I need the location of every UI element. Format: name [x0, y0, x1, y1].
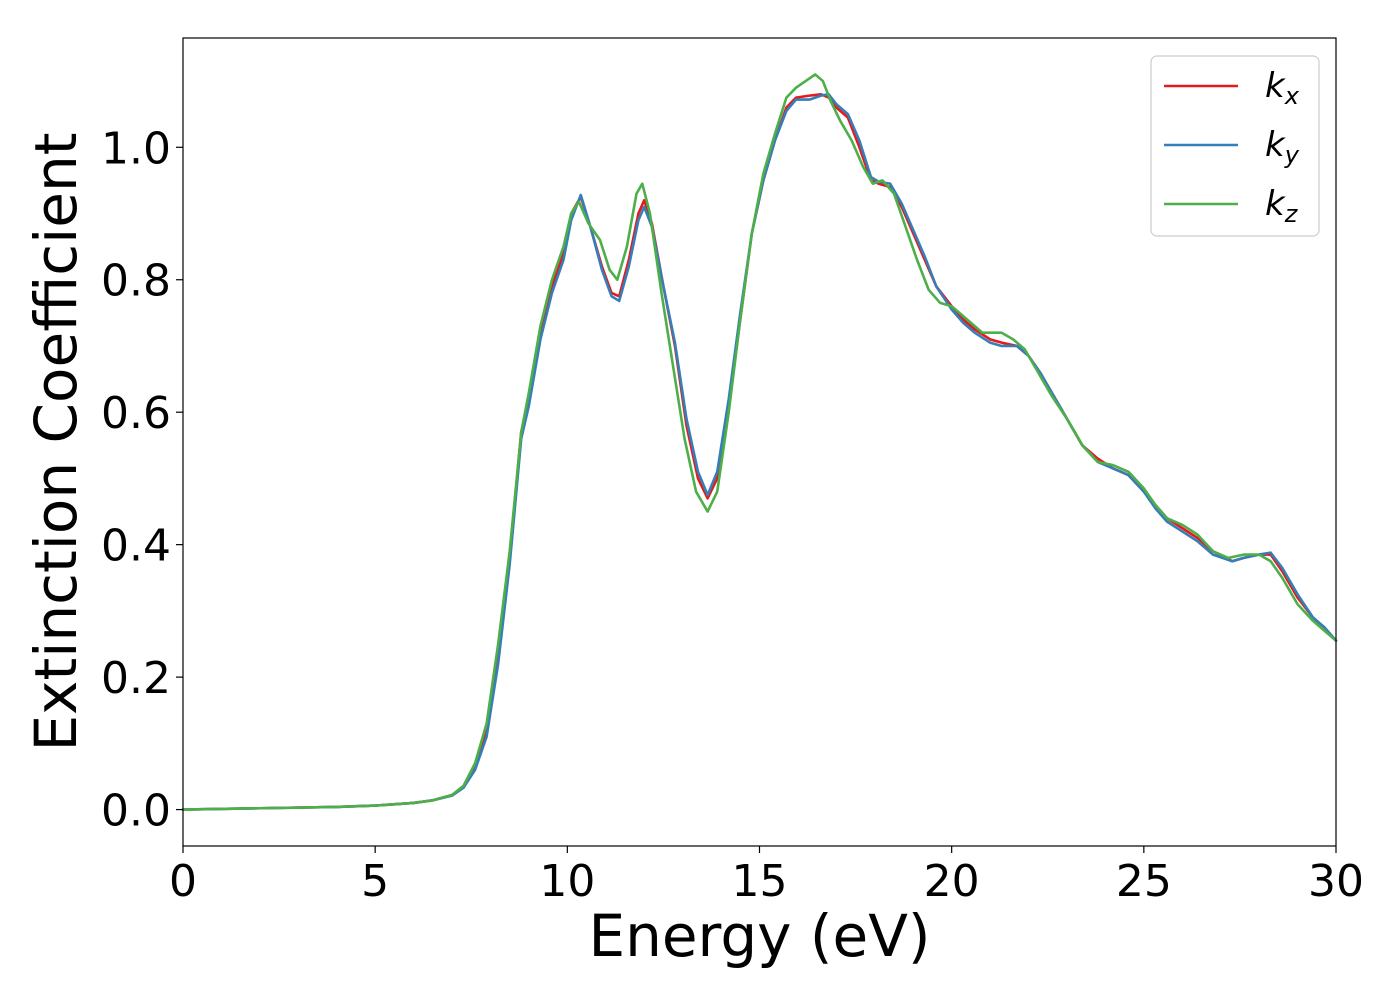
y-tick-label: 1.0: [101, 123, 171, 174]
series-layer: [181, 73, 1338, 811]
x-tick-label: 15: [732, 856, 788, 907]
y-tick-label: 0.6: [101, 388, 171, 439]
y-axis: 0.0 0.2 0.4 0.6 0.8 1.0: [101, 123, 183, 837]
series-line-z: [181, 73, 1338, 811]
y-tick-label: 0.4: [101, 521, 171, 572]
x-tick-label: 0: [169, 856, 197, 907]
y-axis-title: Extinction Coefficient: [22, 133, 90, 752]
y-tick-label: 0.2: [101, 653, 171, 704]
x-tick-label: 5: [361, 856, 389, 907]
x-tick-label: 25: [1116, 856, 1172, 907]
y-tick-label: 0.8: [101, 256, 171, 307]
x-axis: 0 5 10 15 20 25 30: [169, 846, 1364, 907]
x-tick-label: 20: [924, 856, 980, 907]
x-tick-label: 10: [539, 856, 595, 907]
series-line-y: [181, 93, 1338, 811]
y-tick-label: 0.0: [101, 786, 171, 837]
x-tick-label: 30: [1308, 856, 1364, 907]
x-axis-title: Energy (eV): [588, 902, 930, 970]
